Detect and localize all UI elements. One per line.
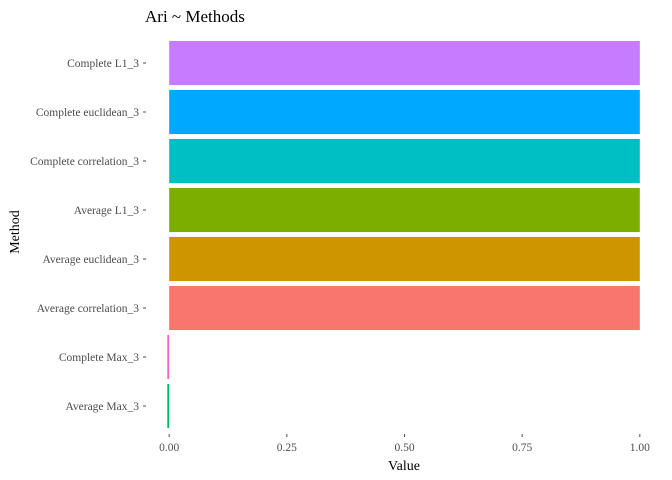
y-tick-label: Average correlation_3 <box>37 303 140 315</box>
y-tick-label: Average euclidean_3 <box>42 254 139 266</box>
y-axis: Complete L1_3 Complete euclidean_3 Complet… <box>30 58 146 413</box>
bar-average-l1-3 <box>169 187 640 233</box>
y-tick-label: Average Max_3 <box>65 401 139 413</box>
bar-average-correlation-3 <box>169 285 640 331</box>
x-tick-label: 0.50 <box>394 442 414 454</box>
y-tick-label: Average L1_3 <box>74 205 139 217</box>
chart-title: Ari ~ Methods <box>145 7 245 26</box>
bar-complete-euclidean-3 <box>169 89 640 135</box>
x-tick-label: 0.25 <box>277 442 297 454</box>
y-axis-title: Method <box>8 210 23 254</box>
x-axis: 0.00 0.25 0.50 0.75 1.00 <box>159 434 650 454</box>
bar-average-max-3 <box>167 383 170 429</box>
bar-complete-l1-3 <box>169 40 640 86</box>
bar-complete-correlation-3 <box>169 138 640 184</box>
y-tick-label: Complete L1_3 <box>67 58 139 70</box>
y-tick-label: Complete correlation_3 <box>30 156 139 168</box>
x-tick-label: 0.00 <box>159 442 179 454</box>
bar-average-euclidean-3 <box>169 236 640 282</box>
x-tick-label: 1.00 <box>630 442 650 454</box>
y-tick-label: Complete euclidean_3 <box>36 107 139 119</box>
y-tick-label: Complete Max_3 <box>59 352 139 364</box>
bars <box>167 40 640 429</box>
bar-complete-max-3 <box>167 334 170 380</box>
x-tick-label: 0.75 <box>512 442 532 454</box>
x-axis-title: Value <box>388 459 420 474</box>
